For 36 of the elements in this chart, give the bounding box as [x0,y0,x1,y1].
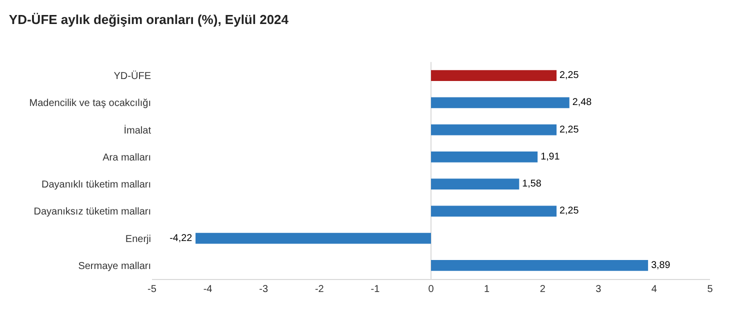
chart-title: YD-ÜFE aylık değişim oranları (%), Eylül 2024 [8,12,290,27]
x-tick-label: 2 [540,284,546,295]
data-label: 2,25 [560,124,580,136]
x-tick-label: -3 [259,284,268,295]
x-tick-label: 5 [707,284,714,295]
y-tick-label: Dayanıksız tüketim malları [34,206,151,218]
y-tick-label: Sermaye malları [78,260,151,272]
data-label: -4,22 [170,232,192,244]
bar [431,97,570,108]
data-label: 2,48 [572,97,592,108]
data-label: 1,91 [540,151,560,162]
y-tick-label: Madencilik ve taş ocakcılığı [29,98,151,110]
data-label: 2,25 [560,206,580,217]
x-tick-label: -5 [148,284,157,295]
y-tick-label: Ara malları [102,152,151,164]
x-tick-label: -1 [370,284,380,295]
bar [196,232,431,244]
data-label: 3,89 [651,260,671,271]
bar [431,178,520,190]
bar [431,206,557,217]
bar [431,70,557,81]
y-tick-label: YD-ÜFE [114,70,152,82]
x-tick-label: -2 [314,284,324,295]
x-tick-label: 1 [484,284,490,295]
bar [431,260,648,271]
x-tick-label: -4 [203,284,213,295]
data-label: 1,58 [522,178,542,190]
y-tick-label: Enerji [125,234,151,245]
bar [431,152,538,162]
x-tick-label: 4 [651,284,658,295]
y-tick-label: Dayanıklı tüketim malları [42,180,151,191]
x-tick-label: 3 [596,284,602,295]
y-tick-label: İmalat [124,124,152,136]
x-tick-label: 0 [428,284,434,295]
bar [431,124,557,136]
data-label: 2,25 [560,70,580,82]
